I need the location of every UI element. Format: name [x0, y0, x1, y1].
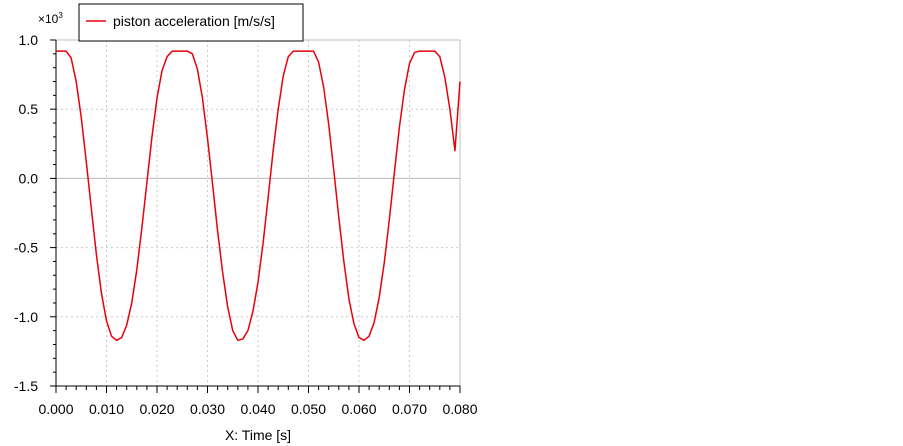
- x-tick-label: 0.060: [341, 401, 376, 417]
- series-line: [56, 50, 461, 342]
- legend-label: piston acceleration [m/s/s]: [113, 13, 275, 29]
- y-tick-label: -1.5: [14, 378, 38, 394]
- x-tick-label: 0.050: [291, 401, 326, 417]
- y-tick-label: -1.0: [14, 309, 38, 325]
- x-tick-label: 0.000: [38, 401, 73, 417]
- y-multiplier: ×103: [38, 11, 63, 26]
- y-tick-label: 0.5: [19, 101, 39, 117]
- x-tick-label: 0.070: [392, 401, 427, 417]
- y-tick-label: -0.5: [14, 240, 38, 256]
- x-axis-title: X: Time [s]: [225, 427, 291, 443]
- y-tick-label: 0.0: [19, 170, 39, 186]
- y-tick-label: 1.0: [19, 32, 39, 48]
- legend: piston acceleration [m/s/s]: [78, 3, 304, 42]
- x-tick-label: 0.040: [240, 401, 275, 417]
- x-tick-label: 0.080: [442, 401, 477, 417]
- x-tick-label: 0.010: [89, 401, 124, 417]
- x-axis: 0.000 0.010 0.020 0.030 0.040 0.050 0.060 0.070…: [38, 385, 478, 417]
- grid: [56, 40, 460, 386]
- y-axis: 1.0 0.5 0.0 -0.5 -1.0 -1.5: [14, 32, 57, 394]
- x-tick-label: 0.030: [190, 401, 225, 417]
- x-tick-label: 0.020: [139, 401, 174, 417]
- legend-box: [78, 3, 304, 42]
- series: [56, 50, 461, 342]
